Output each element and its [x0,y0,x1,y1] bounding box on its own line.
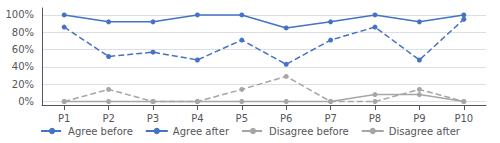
svg-text:P6: P6 [280,113,292,124]
svg-text:100%: 100% [5,9,34,20]
svg-text:Disagree before: Disagree before [269,126,349,137]
svg-text:P5: P5 [236,113,248,124]
svg-text:0%: 0% [18,96,34,107]
svg-text:P3: P3 [147,113,159,124]
svg-text:P10: P10 [454,113,473,124]
svg-text:P9: P9 [413,113,425,124]
svg-text:P8: P8 [369,113,381,124]
svg-text:20%: 20% [12,79,34,90]
svg-text:40%: 40% [12,61,34,72]
svg-text:P2: P2 [102,113,114,124]
svg-text:Agree after: Agree after [173,126,230,137]
svg-text:P4: P4 [191,113,203,124]
svg-text:Agree before: Agree before [68,126,133,137]
svg-text:80%: 80% [12,27,34,38]
svg-text:P1: P1 [58,113,70,124]
svg-text:Disagree after: Disagree after [389,126,461,137]
svg-text:P7: P7 [324,113,336,124]
svg-text:60%: 60% [12,44,34,55]
